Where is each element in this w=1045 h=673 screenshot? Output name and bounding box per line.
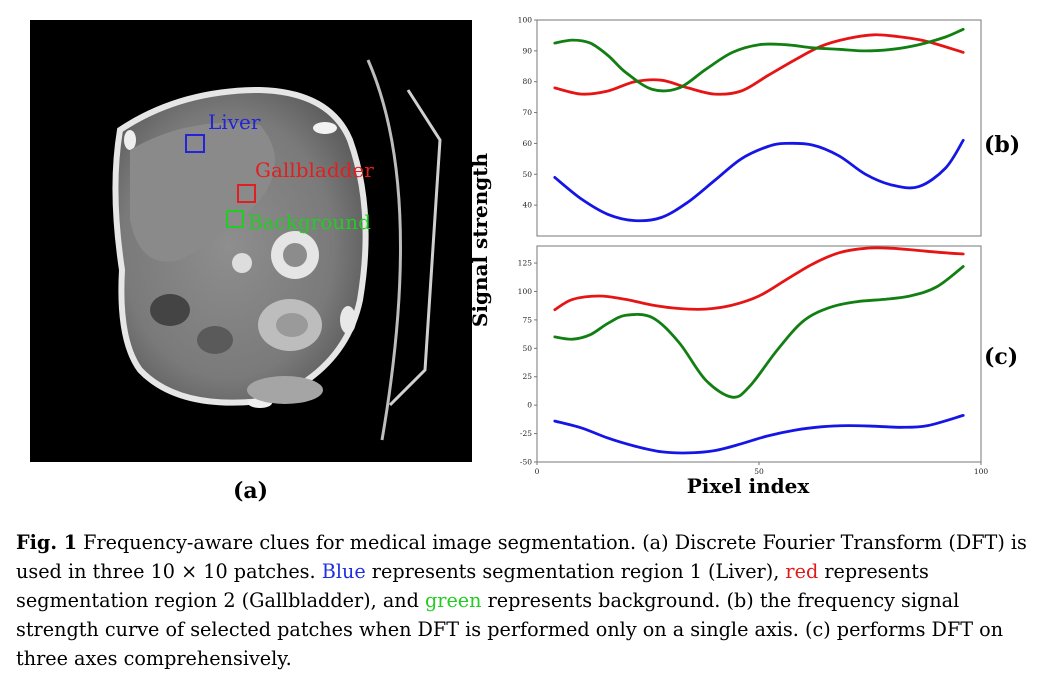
series-line-liver	[553, 414, 965, 455]
bowel	[197, 326, 233, 354]
series-line-background	[553, 27, 965, 93]
rib	[340, 306, 356, 334]
rib	[313, 122, 337, 134]
caption-red-word: red	[785, 560, 819, 583]
background-label: Background	[248, 210, 371, 234]
caption-text: represents segmentation region 1 (Liver)…	[365, 560, 786, 583]
caption-text: represents background. (b) the frequency…	[16, 589, 1004, 670]
y-tick-label: 0	[527, 401, 532, 410]
y-tick-label: 125	[518, 259, 533, 268]
series-line-background	[553, 265, 965, 399]
liver-region	[130, 122, 275, 262]
y-tick-label: 70	[522, 108, 532, 117]
series-line-gallbladder	[553, 246, 965, 312]
chart-c: -50 -25 0 25 50 75 100 125 0 50 100	[518, 245, 989, 476]
plot-frame	[536, 19, 982, 237]
panel-a-label: (a)	[233, 478, 269, 504]
y-tick-label: 75	[522, 315, 532, 324]
spinal-canal	[283, 243, 307, 267]
y-tick-label: 25	[522, 372, 532, 381]
rib	[124, 130, 136, 150]
gallbladder-roi-box	[237, 184, 256, 203]
scanner-table-edge	[388, 89, 442, 407]
y-tick-label: 100	[518, 16, 533, 25]
series-line-gallbladder	[553, 33, 965, 96]
y-tick-label: -25	[520, 429, 532, 438]
ct-image-panel: Liver Gallbladder Background	[30, 20, 472, 462]
scanner-table-arc	[366, 59, 402, 441]
caption-text: represents segmentation region 2 (Gallbl…	[16, 560, 929, 612]
gallbladder-label: Gallbladder	[255, 158, 374, 182]
kidney-pelvis	[276, 313, 308, 337]
background-roi-box	[226, 210, 244, 228]
x-tick-label: 50	[754, 467, 764, 476]
caption-blue-word: Blue	[321, 560, 366, 583]
caption-text: Frequency-aware clues for medical image …	[16, 531, 1027, 583]
y-tick-label: 40	[522, 201, 532, 210]
y-tick-label: -50	[520, 458, 532, 467]
x-axis-title: Pixel index	[686, 474, 810, 498]
chart-b: 40 50 60 70 80 90 100	[518, 16, 982, 237]
panel-b-label: (b)	[984, 132, 1021, 158]
y-tick-label: 50	[522, 170, 532, 179]
ct-scan-image: Liver Gallbladder Background	[112, 59, 442, 441]
y-tick-label: 80	[522, 77, 532, 86]
y-tick-label: 60	[522, 139, 532, 148]
gas-pocket	[150, 294, 190, 326]
aorta	[232, 253, 252, 273]
y-tick-label: 90	[522, 46, 532, 55]
panel-c-label: (c)	[984, 344, 1019, 370]
liver-label: Liver	[208, 110, 261, 134]
y-tick-label: 100	[518, 287, 533, 296]
y-tick-label: 50	[522, 344, 532, 353]
figure-caption: Fig. 1 Frequency-aware clues for medical…	[16, 528, 1028, 673]
caption-fig-label: Fig. 1	[16, 531, 78, 554]
muscle	[247, 376, 323, 404]
series-line-liver	[553, 138, 965, 223]
x-tick-label: 0	[535, 467, 540, 476]
plot-frame	[536, 245, 982, 463]
x-tick-label: 100	[974, 467, 989, 476]
caption-green-word: green	[425, 589, 482, 612]
liver-roi-box	[185, 134, 205, 153]
